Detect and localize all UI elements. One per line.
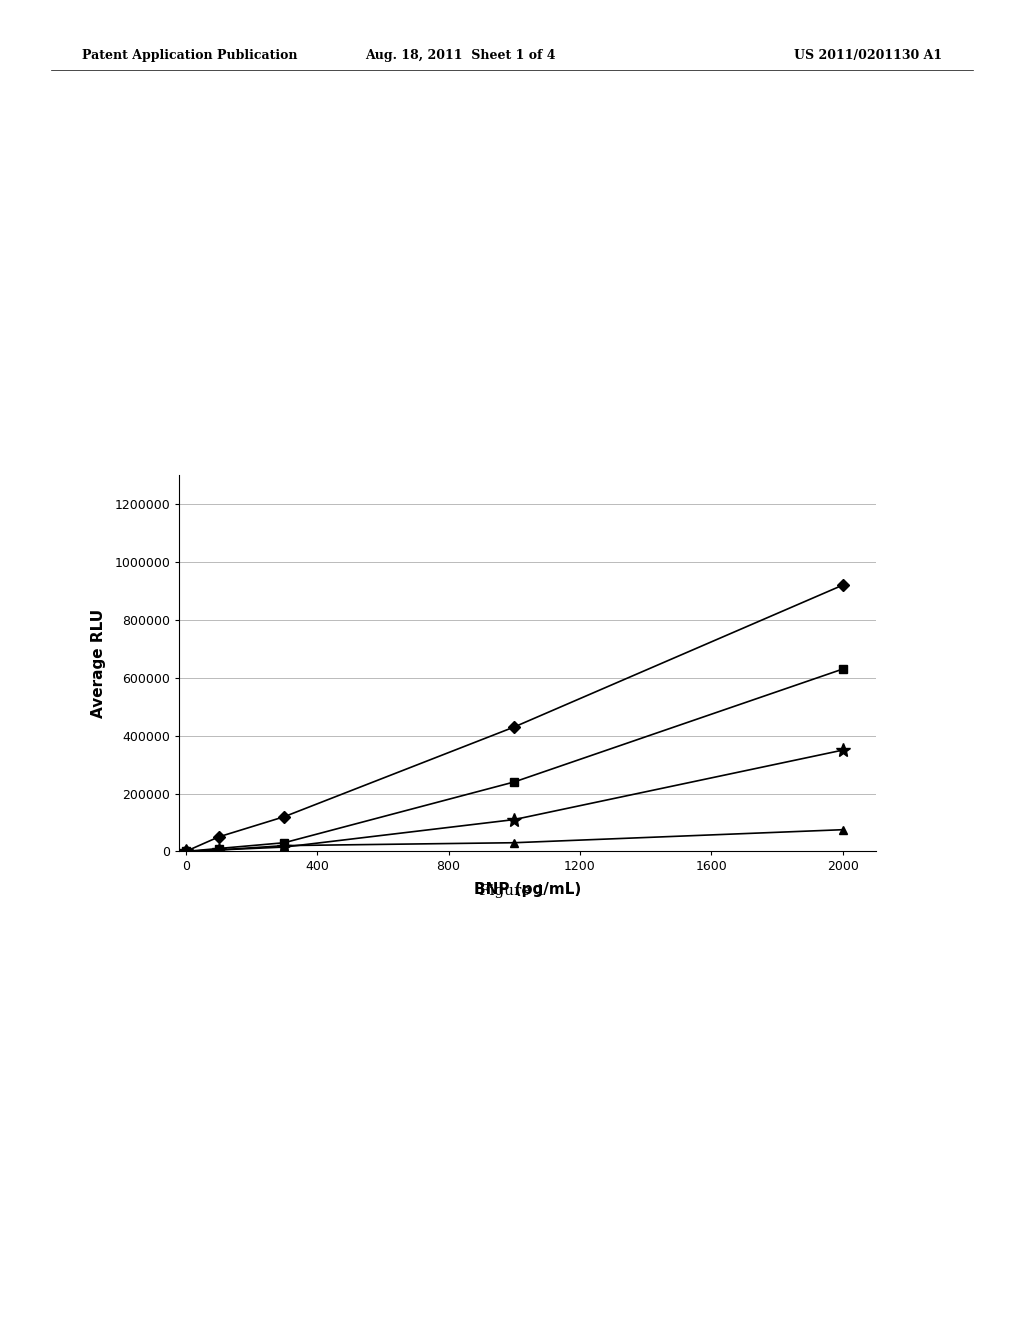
Text: Figure 1: Figure 1 (479, 884, 545, 899)
X-axis label: BNP (pg/mL): BNP (pg/mL) (474, 882, 581, 896)
Text: US 2011/0201130 A1: US 2011/0201130 A1 (794, 49, 942, 62)
Y-axis label: Average RLU: Average RLU (91, 609, 105, 718)
Text: Aug. 18, 2011  Sheet 1 of 4: Aug. 18, 2011 Sheet 1 of 4 (366, 49, 556, 62)
Text: Patent Application Publication: Patent Application Publication (82, 49, 297, 62)
